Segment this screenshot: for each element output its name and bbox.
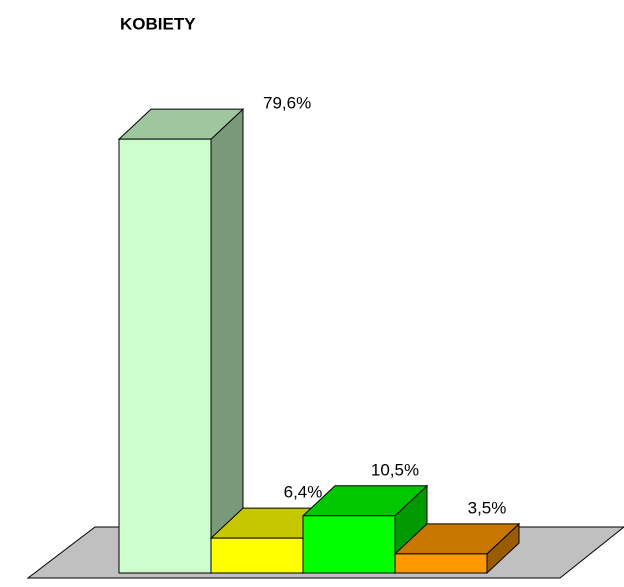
data-label: 79,6% bbox=[263, 94, 311, 113]
data-label: 6,4% bbox=[284, 483, 323, 502]
data-label: 3,5% bbox=[468, 498, 507, 517]
bar-side bbox=[210, 108, 244, 575]
data-label: 10,5% bbox=[371, 460, 419, 479]
bar-front bbox=[210, 537, 304, 574]
bar-front bbox=[394, 553, 488, 574]
bar bbox=[393, 522, 521, 575]
chart-title: KOBIETY bbox=[120, 14, 196, 33]
bar-front bbox=[302, 515, 396, 574]
bar bbox=[117, 108, 245, 575]
bar-front bbox=[118, 138, 212, 574]
